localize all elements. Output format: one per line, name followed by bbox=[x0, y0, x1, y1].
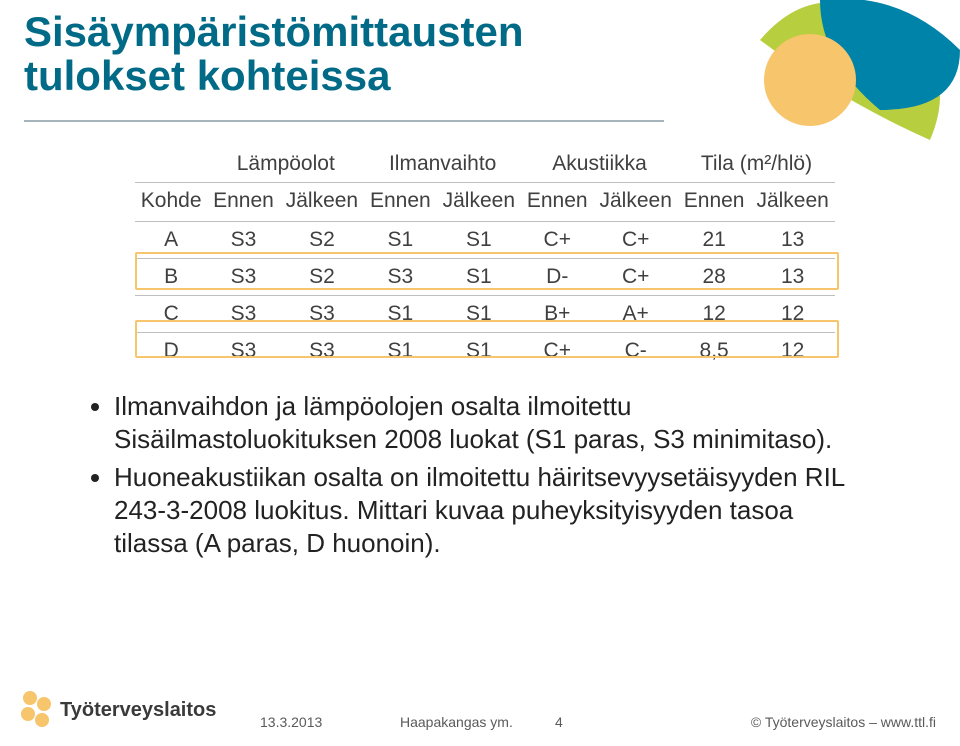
cell: 8,5 bbox=[678, 333, 750, 370]
cell: S3 bbox=[364, 259, 436, 296]
cell: C+ bbox=[521, 222, 593, 259]
cell: 12 bbox=[750, 333, 835, 370]
bullet-item: Huoneakustiikan osalta on ilmoitettu häi… bbox=[114, 461, 868, 561]
group-blank bbox=[135, 146, 207, 183]
cell: C+ bbox=[593, 222, 678, 259]
table-group-row: Lämpöolot Ilmanvaihto Akustiikka Tila (m… bbox=[135, 146, 835, 183]
title-line-2: tulokset kohteissa bbox=[24, 54, 664, 98]
sub-header: Jälkeen bbox=[280, 183, 365, 222]
group-header: Ilmanvaihto bbox=[364, 146, 521, 183]
cell: 13 bbox=[750, 259, 835, 296]
cell: C- bbox=[593, 333, 678, 370]
row-key: C bbox=[135, 296, 207, 333]
sub-header: Ennen bbox=[521, 183, 593, 222]
cell: S3 bbox=[207, 296, 279, 333]
table-sub-row: Kohde Ennen Jälkeen Ennen Jälkeen Ennen … bbox=[135, 183, 835, 222]
cell: S3 bbox=[207, 333, 279, 370]
cell: 13 bbox=[750, 222, 835, 259]
title-block: Sisäympäristömittausten tulokset kohteis… bbox=[24, 10, 664, 98]
bullet-item: Ilmanvaihdon ja lämpöolojen osalta ilmoi… bbox=[114, 390, 868, 457]
table-body: A S3 S2 S1 S1 C+ C+ 21 13 B S3 S2 S3 S1 … bbox=[135, 222, 835, 370]
group-header: Tila (m²/hlö) bbox=[678, 146, 835, 183]
bullet-list: Ilmanvaihdon ja lämpöolojen osalta ilmoi… bbox=[88, 390, 868, 564]
cell: 21 bbox=[678, 222, 750, 259]
cell: S1 bbox=[437, 333, 522, 370]
cell: D- bbox=[521, 259, 593, 296]
row-key: D bbox=[135, 333, 207, 370]
sub-header: Ennen bbox=[364, 183, 436, 222]
sub-header: Jälkeen bbox=[593, 183, 678, 222]
cell: S1 bbox=[437, 222, 522, 259]
footer-right: © Työterveyslaitos – www.ttl.fi bbox=[751, 714, 936, 730]
table-row: D S3 S3 S1 S1 C+ C- 8,5 12 bbox=[135, 333, 835, 370]
cell: 12 bbox=[678, 296, 750, 333]
row-key: B bbox=[135, 259, 207, 296]
cell: 28 bbox=[678, 259, 750, 296]
cell: 12 bbox=[750, 296, 835, 333]
title-line-1: Sisäympäristömittausten bbox=[24, 10, 664, 54]
footer-date: 13.3.2013 bbox=[260, 714, 322, 730]
data-table-wrap: Lämpöolot Ilmanvaihto Akustiikka Tila (m… bbox=[135, 146, 835, 369]
cell: S1 bbox=[364, 222, 436, 259]
footer-pagenum: 4 bbox=[555, 714, 563, 730]
brand-logo: Työterveyslaitos bbox=[10, 686, 240, 732]
cell: S2 bbox=[280, 222, 365, 259]
cell: S2 bbox=[280, 259, 365, 296]
sub-header: Ennen bbox=[678, 183, 750, 222]
cell: B+ bbox=[521, 296, 593, 333]
row-key: A bbox=[135, 222, 207, 259]
cell: S3 bbox=[280, 333, 365, 370]
slide: Sisäympäristömittausten tulokset kohteis… bbox=[0, 0, 960, 746]
data-table: Lämpöolot Ilmanvaihto Akustiikka Tila (m… bbox=[135, 146, 835, 369]
cell: S3 bbox=[207, 259, 279, 296]
cell: S1 bbox=[364, 333, 436, 370]
brand-text: Työterveyslaitos bbox=[60, 699, 216, 721]
sub-header: Jälkeen bbox=[750, 183, 835, 222]
cell: A+ bbox=[593, 296, 678, 333]
sub-leading: Kohde bbox=[135, 183, 207, 222]
sub-header: Ennen bbox=[207, 183, 279, 222]
table-row: A S3 S2 S1 S1 C+ C+ 21 13 bbox=[135, 222, 835, 259]
group-header: Lämpöolot bbox=[207, 146, 364, 183]
table-row: B S3 S2 S3 S1 D- C+ 28 13 bbox=[135, 259, 835, 296]
cell: C+ bbox=[593, 259, 678, 296]
cell: S1 bbox=[437, 296, 522, 333]
cell: S3 bbox=[280, 296, 365, 333]
cell: S1 bbox=[437, 259, 522, 296]
table-row: C S3 S3 S1 S1 B+ A+ 12 12 bbox=[135, 296, 835, 333]
cell: S1 bbox=[364, 296, 436, 333]
group-header: Akustiikka bbox=[521, 146, 678, 183]
title-rule bbox=[24, 120, 664, 122]
cell: S3 bbox=[207, 222, 279, 259]
footer-mid: Haapakangas ym. bbox=[400, 714, 513, 730]
sub-header: Jälkeen bbox=[437, 183, 522, 222]
cell: C+ bbox=[521, 333, 593, 370]
